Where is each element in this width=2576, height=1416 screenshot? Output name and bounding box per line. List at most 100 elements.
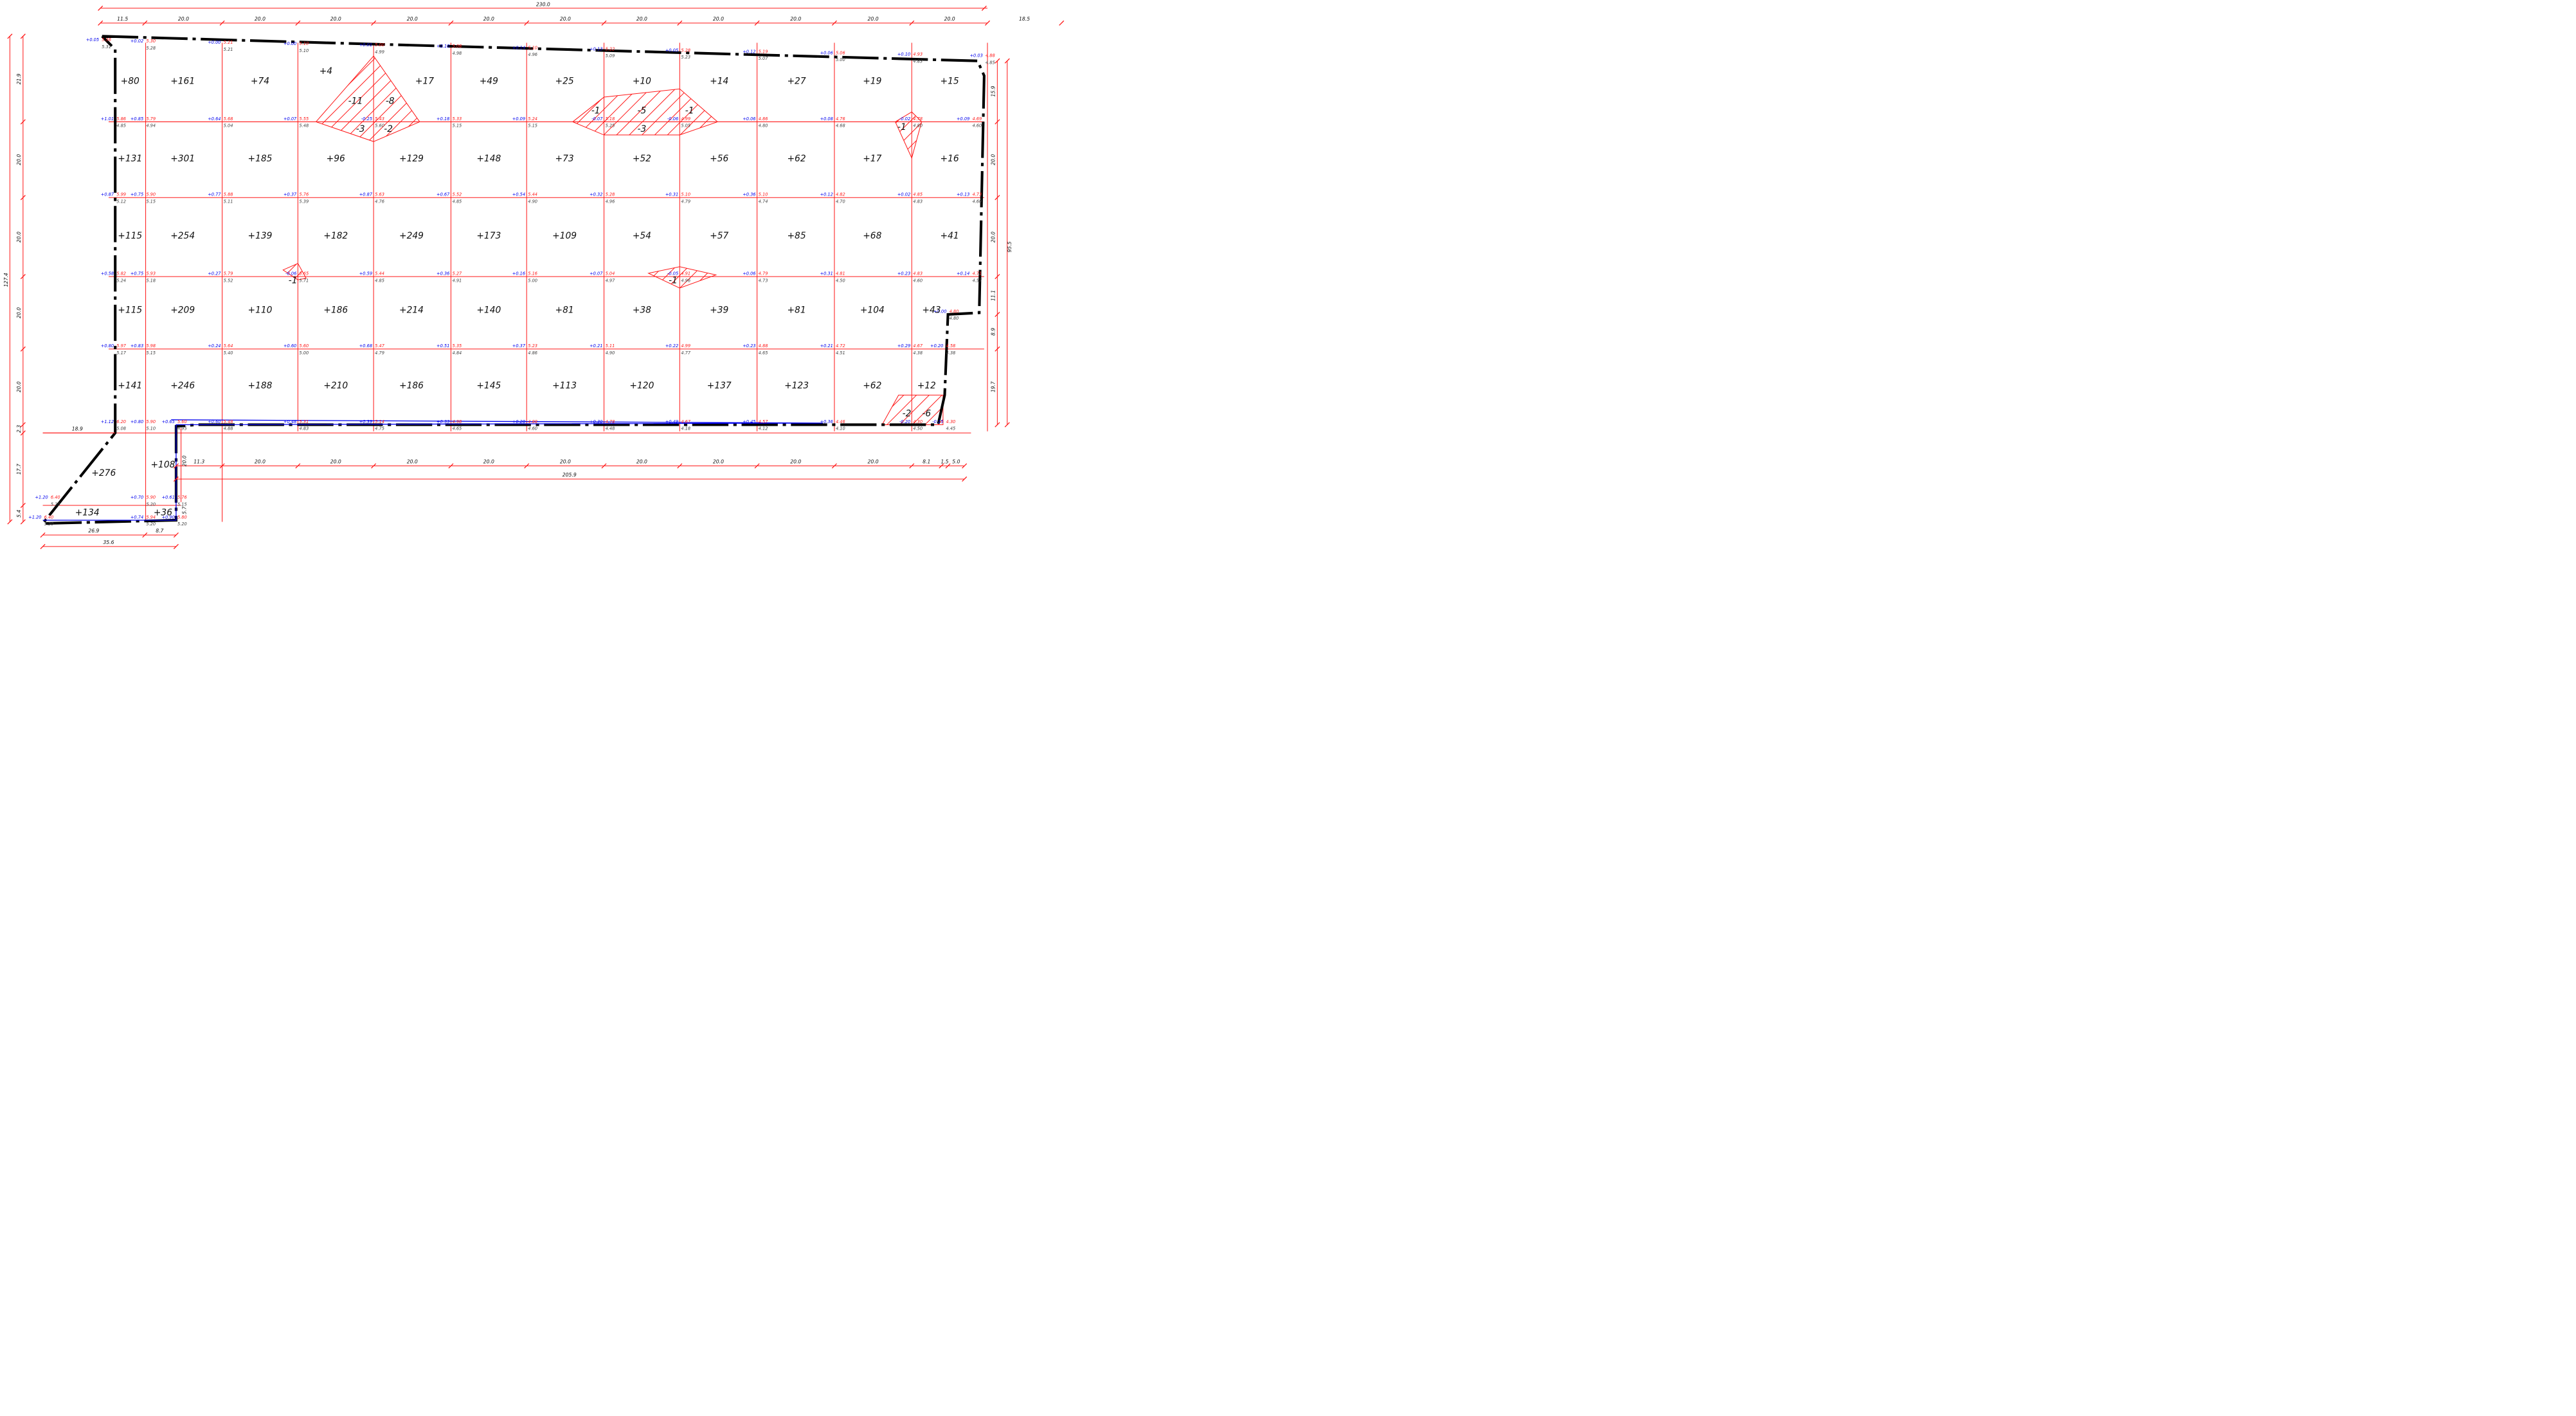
node-design-mark: 4.76 <box>836 116 845 122</box>
node-work-mark: +0.14 <box>957 271 969 277</box>
dim-tick <box>1004 58 1010 64</box>
node-work-mark: -0.07 <box>591 116 603 122</box>
dim-tick <box>962 463 968 469</box>
node-design-mark: 5.21 <box>224 40 233 45</box>
node-existing-mark: 5.07 <box>759 56 769 61</box>
node-existing-mark: 5.23 <box>681 55 690 60</box>
dim-label-left: 20.0 <box>16 231 22 242</box>
boundary-line <box>40 35 986 525</box>
cell-cut-volume: -5 <box>638 106 647 116</box>
node-existing-mark: 4.51 <box>836 350 845 356</box>
node-design-mark: 4.58 <box>946 343 955 349</box>
dim-tick <box>945 463 951 469</box>
node-work-mark: -0.06 <box>285 271 296 277</box>
dim-label-left: 2.3 <box>16 425 22 433</box>
node-existing-mark: 5.12 <box>116 199 126 204</box>
dim-label-right: 15.9 <box>991 86 996 96</box>
node-existing-mark: 5.20 <box>177 522 187 527</box>
node-work-mark: +0.06 <box>743 271 755 277</box>
cell-fill-volume: +104 <box>860 305 885 315</box>
dim-tick <box>40 543 46 549</box>
node-existing-mark: 5.05 <box>681 123 690 129</box>
cell-fill-volume: +186 <box>399 381 424 391</box>
node-work-mark: +0.48 <box>284 419 296 424</box>
cell-fill-volume: +25 <box>555 77 574 87</box>
dim-label-right: 20.0 <box>991 154 996 165</box>
node-design-mark: 5.22 <box>606 46 615 51</box>
node-existing-mark: 4.90 <box>606 350 615 356</box>
node-existing-mark: 4.96 <box>528 52 537 57</box>
node-existing-mark: 5.25 <box>606 123 615 129</box>
cell-fill-volume: +214 <box>399 305 424 315</box>
cell-fill-volume: +108 <box>150 460 175 470</box>
dim-label-top: 20.0 <box>713 16 724 22</box>
dim-label-bottom: 20.0 <box>713 459 724 465</box>
node-design-mark: 5.28 <box>681 48 690 53</box>
dim-tick <box>20 119 26 125</box>
dim-tick <box>20 195 26 201</box>
cell-fill-volume: +246 <box>170 381 195 391</box>
node-design-mark: 4.88 <box>528 419 537 424</box>
dim-label-bottom: 20.0 <box>255 459 266 465</box>
cell-fill-volume: +57 <box>710 231 728 241</box>
node-design-mark: 5.18 <box>606 116 615 122</box>
dim-tick <box>142 20 148 26</box>
dim-label-top: 20.0 <box>790 16 801 22</box>
node-existing-mark: 4.65 <box>759 350 768 356</box>
node-work-mark: +0.83 <box>131 343 143 349</box>
dim-tick <box>995 119 1000 125</box>
node-work-mark: +0.00 <box>208 40 221 45</box>
node-design-mark: 5.93 <box>146 271 156 277</box>
node-design-mark: 6.20 <box>116 419 126 424</box>
cell-cut-volume: -2 <box>384 124 393 134</box>
node-existing-mark: 5.15 <box>452 123 462 129</box>
node-design-mark: 4.46 <box>836 419 845 424</box>
node-design-mark: 5.04 <box>606 271 615 277</box>
node-existing-mark: 5.20 <box>44 522 54 527</box>
node-existing-mark: 4.97 <box>606 278 616 283</box>
cell-fill-volume: +140 <box>476 305 501 315</box>
node-design-mark: 5.90 <box>146 495 156 500</box>
node-existing-mark: 4.85 <box>452 199 462 204</box>
node-work-mark: +0.31 <box>665 192 678 197</box>
cell-fill-volume: +16 <box>941 154 959 164</box>
node-work-mark: +0.80 <box>131 419 143 424</box>
node-design-mark: 4.83 <box>913 271 923 277</box>
dim-label-bottom: 5.0 <box>952 459 960 465</box>
node-existing-mark: 5.52 <box>224 278 233 283</box>
cell-fill-volume: +115 <box>118 231 142 241</box>
dim-tick <box>1004 422 1010 428</box>
node-design-mark: 5.76 <box>177 495 187 500</box>
cut-zone <box>647 266 717 289</box>
dim-tick <box>524 463 530 469</box>
dim-label-bottom: 11.3 <box>194 459 204 465</box>
node-design-mark: 5.10 <box>299 41 309 46</box>
dim-label-lower: 8.7 <box>156 528 163 534</box>
dim-label-lower: 26.9 <box>88 528 99 534</box>
node-existing-mark: 4.12 <box>759 426 768 431</box>
node-design-mark: 4.69 <box>972 116 982 122</box>
node-work-mark: +0.16 <box>512 271 525 277</box>
dim-total-top: 230.0 <box>536 2 550 8</box>
dim-label-top: 20.0 <box>255 16 266 22</box>
node-work-mark: +0.12 <box>820 192 833 197</box>
node-existing-mark: 5.28 <box>146 46 156 51</box>
node-work-mark: +0.60 <box>208 419 221 424</box>
node-work-mark: +0.29 <box>897 343 910 349</box>
node-work-mark: +0.09 <box>512 116 525 122</box>
node-work-mark: +0.77 <box>208 192 221 197</box>
node-existing-mark: 5.10 <box>146 426 156 431</box>
node-work-mark: +0.00 <box>933 309 946 314</box>
cell-fill-volume: +81 <box>787 305 806 315</box>
dim-label-left: 20.0 <box>16 307 22 318</box>
cell-fill-volume: +148 <box>476 154 501 164</box>
cell-fill-volume: +17 <box>863 154 881 164</box>
node-design-mark: 5.80 <box>177 514 187 520</box>
cell-cut-volume: -1 <box>591 106 600 116</box>
dim-total-left: 127.4 <box>3 273 9 287</box>
node-existing-mark: 4.73 <box>759 278 768 283</box>
dim-tick <box>939 463 944 469</box>
dim-tick <box>831 20 837 26</box>
node-work-mark: +0.58 <box>101 271 114 277</box>
dimension-lines: 11.5 20.0 20.0 20.0 20.0 20.0 20.0 20.0 20.0 20.0… <box>3 2 1065 549</box>
